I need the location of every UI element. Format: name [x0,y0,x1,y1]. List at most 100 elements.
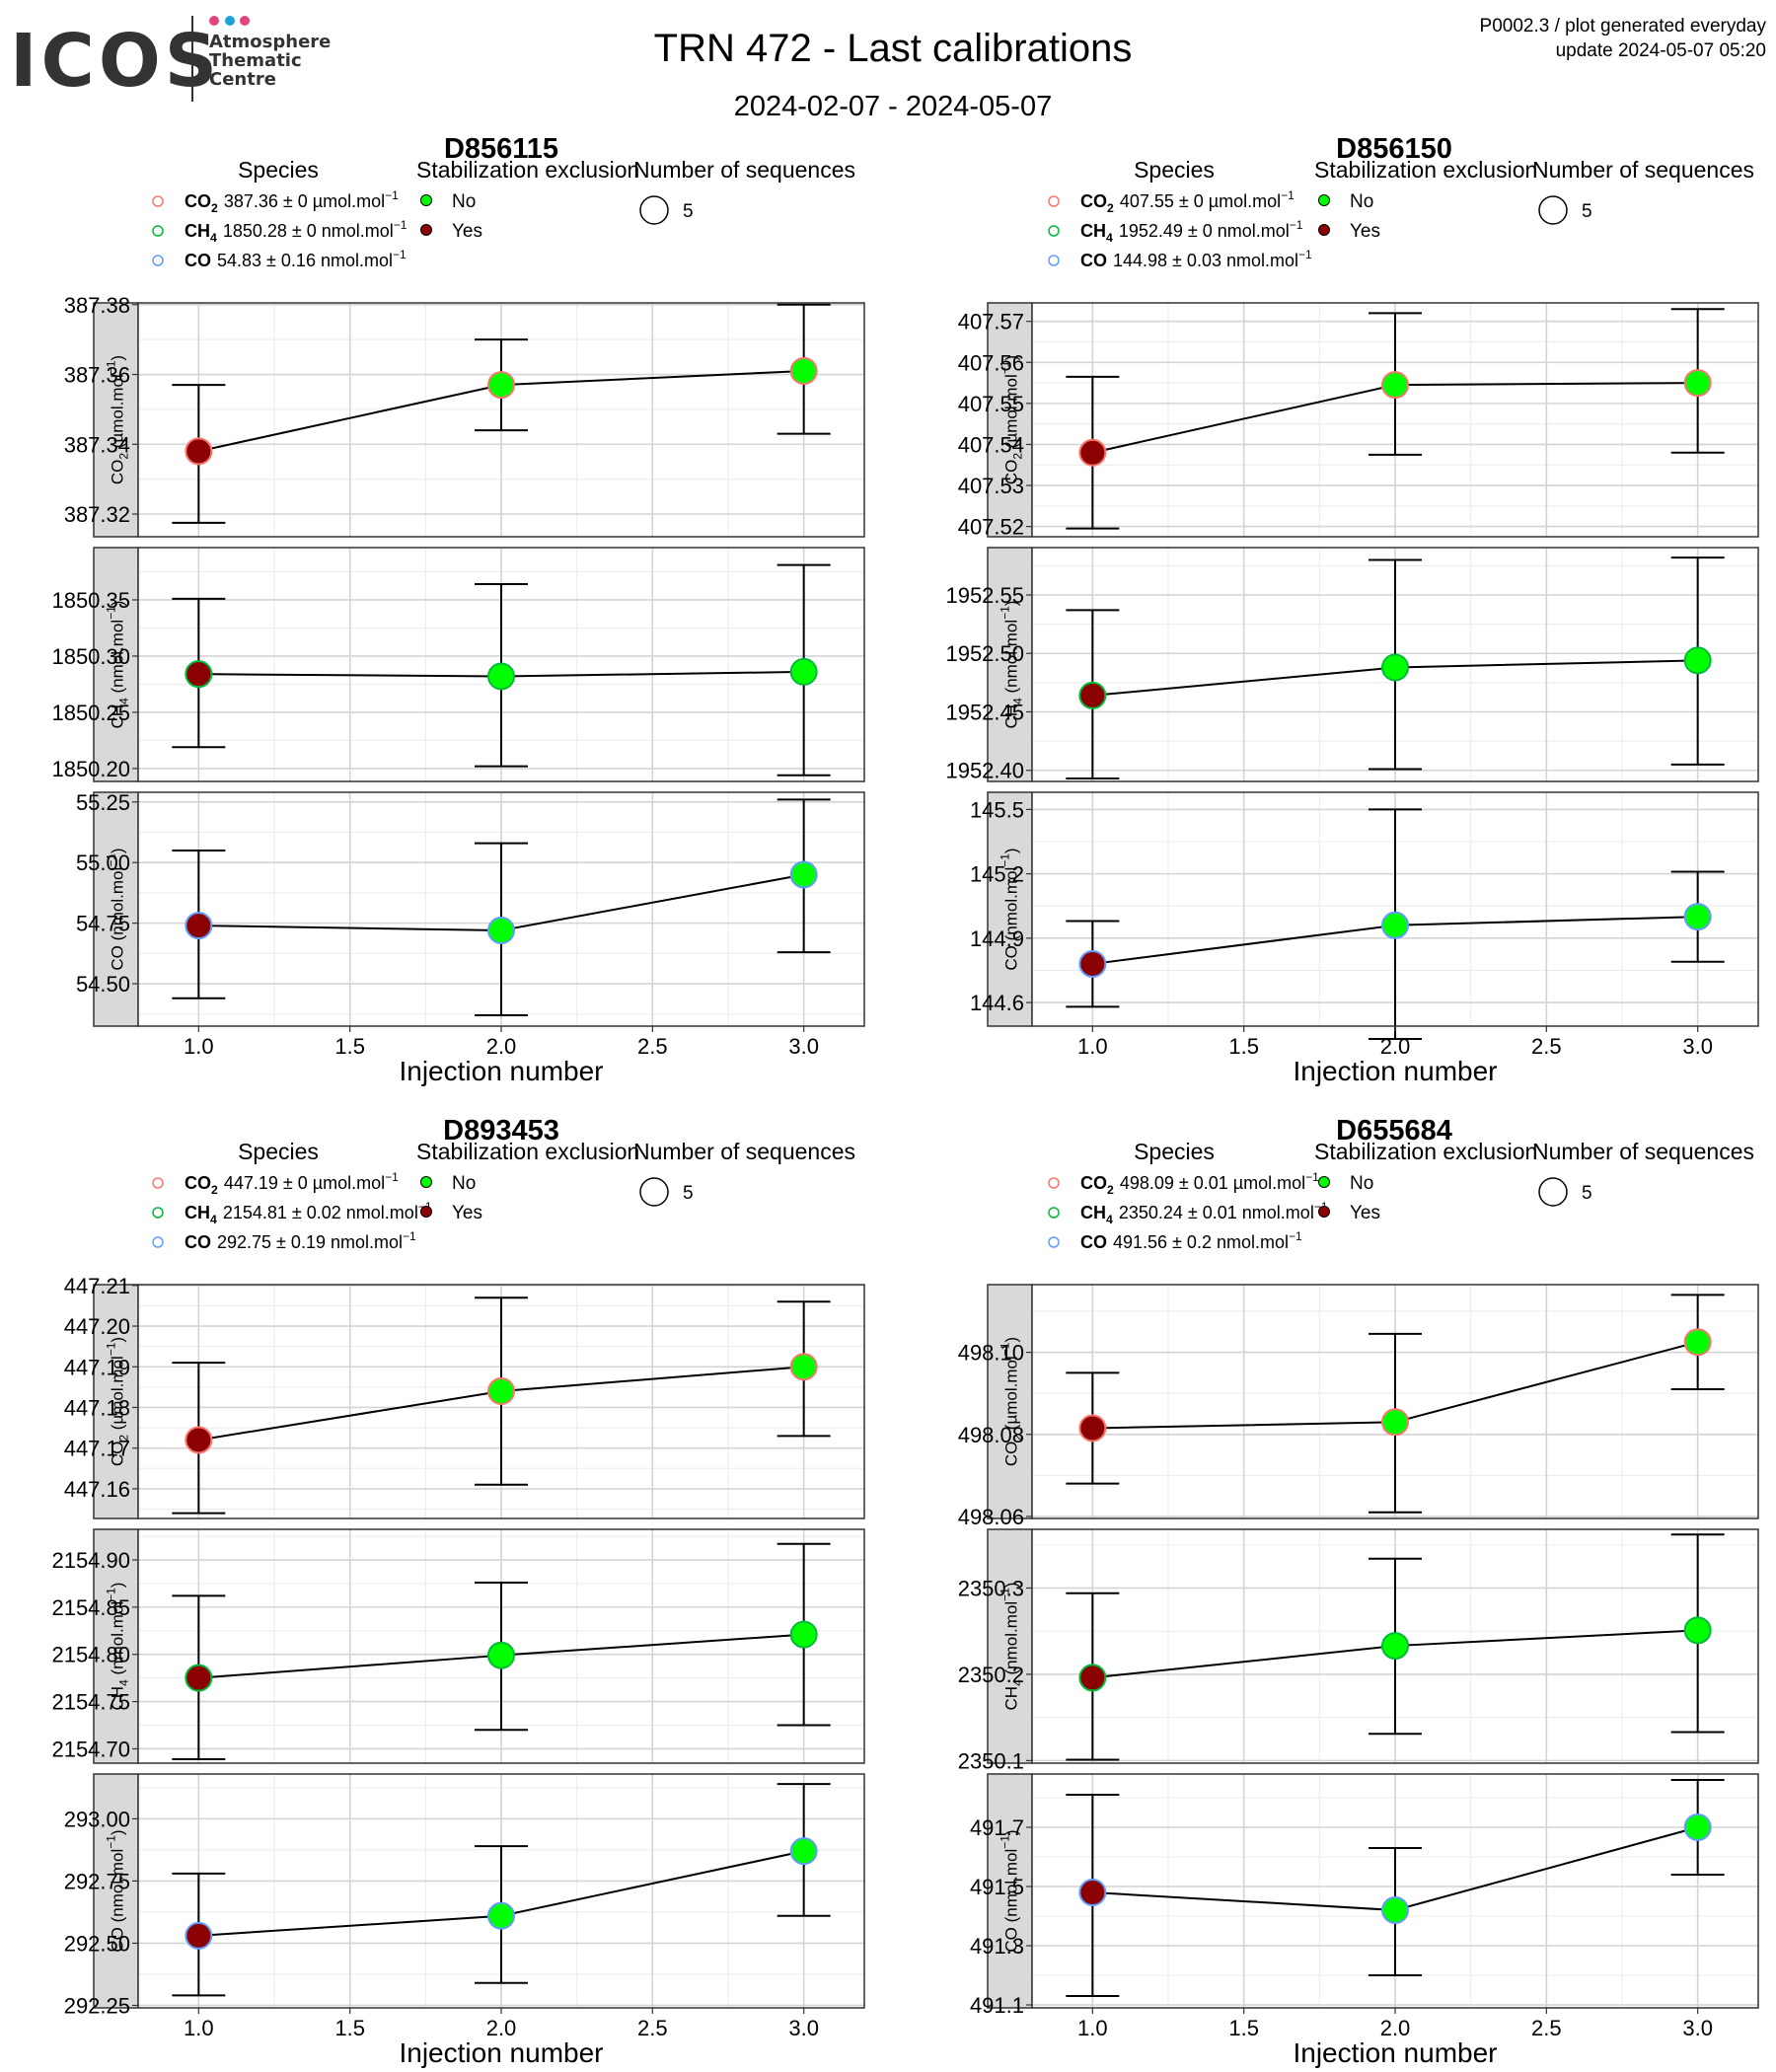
panel-border [137,1284,865,1519]
y-tick-label: 498.08 [958,1423,1024,1447]
legend-title-sequences: Number of sequences [633,157,855,183]
x-tick-label: 1.0 [1077,2016,1108,2040]
legend-title-species: Species [238,1139,319,1164]
panel-border [1031,1284,1759,1519]
x-tick-label: 1.5 [334,2016,365,2040]
x-axis-title: Injection number [1293,1056,1497,1086]
logo-brand: ICOS [10,19,221,104]
x-tick-label: 3.0 [1682,1034,1713,1059]
x-tick-label: 1.5 [1228,1034,1259,1059]
logo-dot [240,16,250,26]
data-point [1381,1632,1409,1661]
legend-species-key [1048,1207,1060,1219]
plot-meta-line-1: P0002.3 / plot generated everyday [1480,16,1767,37]
y-tick-label: 447.20 [64,1314,130,1339]
legend-species-key [1048,1236,1060,1248]
panel-strip-label: CH4 (nmol.mol−1) [999,601,1025,729]
legend-sequences-key [639,195,669,225]
y-tick-label: 2350.2 [958,1663,1024,1687]
y-tick-label: 2350.3 [958,1576,1024,1600]
y-tick-label: 447.16 [64,1477,130,1502]
legend-species-label: CH4 1952.49 ± 0 nmol.mol−1 [1080,218,1303,245]
panel-strip-label: CO2 (µmol.mol−1) [105,1337,131,1466]
data-point [185,912,213,940]
data-point [1683,1328,1712,1357]
y-tick-label: 447.18 [64,1395,130,1420]
data-point [1683,903,1712,931]
data-point [1078,438,1107,467]
x-axis-title: Injection number [1293,2037,1497,2068]
panel-strip-label: CH4 (nmol.mol−1) [105,1583,131,1711]
chart-title: D856150 [1336,133,1452,165]
y-tick-label: 55.00 [76,851,130,875]
y-tick-label: 407.57 [958,310,1024,334]
y-tick-label: 144.9 [970,926,1024,951]
panel-strip-label: CO (nmol.mol−1) [105,848,127,970]
x-tick-label: 2.5 [1531,1034,1562,1059]
y-tick-label: 407.55 [958,392,1024,416]
legend-sequences-key [1538,195,1568,225]
legend-stab-label: No [452,191,476,212]
y-tick-label: 54.75 [76,912,130,936]
legend-species-key [1048,1177,1060,1189]
data-point [1683,1616,1712,1645]
data-point [1381,653,1409,682]
legend-title-stabilization: Stabilization exclusion [1314,157,1537,183]
legend-stab-key [420,1176,432,1188]
y-tick-label: 293.00 [64,1807,130,1831]
y-tick-label: 498.06 [958,1505,1024,1529]
chart-d893453: D893453 Species Stabilization exclusionNum… [51,1115,865,2068]
legend-species-label: CO 491.56 ± 0.2 nmol.mol−1 [1080,1229,1302,1252]
legend-species-key [1048,195,1060,207]
y-tick-label: 144.6 [970,991,1024,1015]
data-point [789,356,818,385]
x-tick-label: 3.0 [788,2016,819,2040]
legend-sequences-label: 5 [683,1183,694,1204]
legend-species-label: CO 54.83 ± 0.16 nmol.mol−1 [185,248,407,270]
chart-d856115: D856115 Species Stabilization exclusionNum… [51,133,865,1086]
legend-stab-label: Yes [452,1203,482,1223]
y-tick-label: 1850.35 [51,588,130,613]
panel-strip [987,1284,1033,1519]
data-point [1683,646,1712,675]
legend-sequences-label: 5 [1582,1183,1592,1204]
legend-title-stabilization: Stabilization exclusion [416,157,639,183]
y-tick-label: 387.36 [64,363,130,388]
figure-date-range: 2024-02-07 - 2024-05-07 [734,91,1052,122]
data-point [1078,681,1107,709]
legend-species-key [152,1177,164,1189]
y-tick-label: 1850.25 [51,701,130,725]
y-tick-label: 407.53 [958,474,1024,498]
data-point [185,660,213,689]
legend-stab-label: Yes [1350,1203,1380,1223]
legend-species-label: CO2 447.19 ± 0 µmol.mol−1 [185,1170,399,1197]
data-point [185,1426,213,1454]
legend-title-species: Species [1134,1139,1215,1164]
data-point [487,1641,515,1669]
data-point [1683,1813,1712,1841]
chart-title: D893453 [443,1115,559,1147]
x-tick-label: 2.0 [486,1034,517,1059]
y-tick-label: 387.38 [64,293,130,318]
data-point [789,1620,818,1649]
legend-species-label: CO2 387.36 ± 0 µmol.mol−1 [185,188,399,215]
legend-stab-label: Yes [452,221,482,242]
y-tick-label: 2154.85 [51,1595,130,1620]
x-tick-label: 3.0 [1682,2016,1713,2040]
panel-strip-label: CO (nmol.mol−1) [999,848,1021,970]
legend-sequences-label: 5 [683,201,694,222]
legend-stab-label: No [1350,191,1373,212]
data-point [1078,1414,1107,1443]
y-tick-label: 387.34 [64,432,130,457]
y-tick-label: 1952.45 [945,700,1024,724]
data-point [789,1837,818,1866]
data-point [185,437,213,466]
panel-strip [93,302,139,538]
legend-title-sequences: Number of sequences [1532,1139,1754,1164]
